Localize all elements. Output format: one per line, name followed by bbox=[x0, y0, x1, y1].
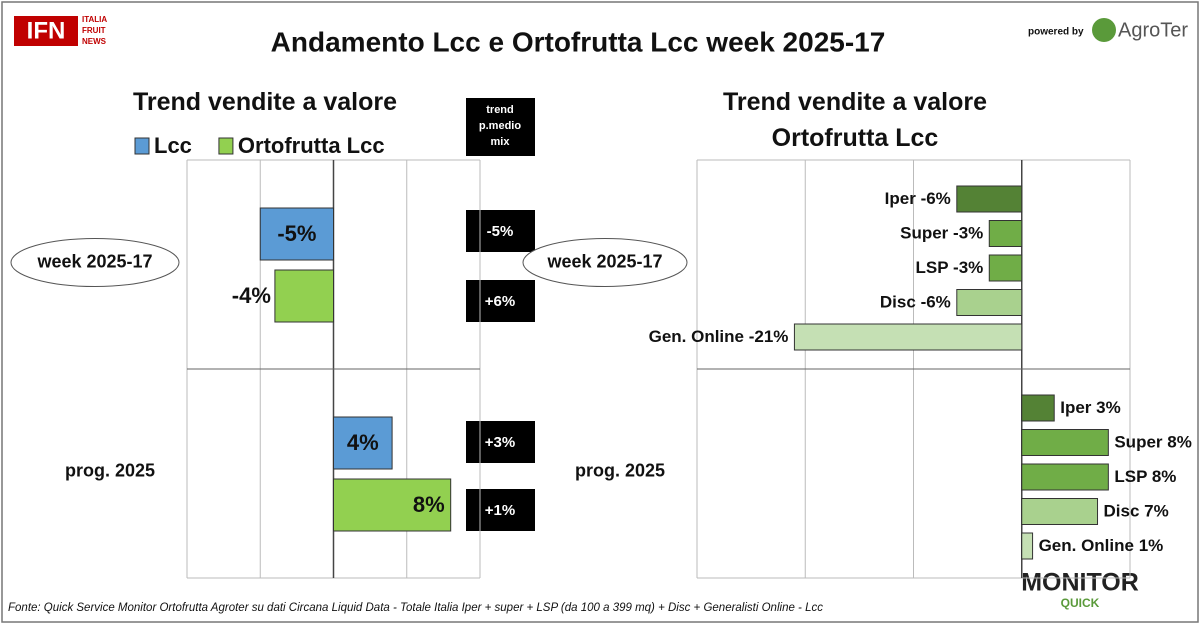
value-label: -4% bbox=[232, 283, 271, 308]
value-text: -3% bbox=[953, 224, 983, 243]
series-name: Disc bbox=[1104, 502, 1140, 521]
trend-box bbox=[466, 421, 535, 463]
series-name: Super bbox=[1114, 433, 1163, 452]
trend-header-box bbox=[466, 98, 535, 156]
category-ellipse bbox=[522, 238, 688, 287]
value-text: 7% bbox=[1144, 502, 1169, 521]
bar bbox=[956, 289, 1023, 316]
value-label: Super -3% bbox=[900, 224, 983, 243]
trend-box bbox=[466, 280, 535, 322]
series-name: Disc bbox=[880, 293, 916, 312]
legend-swatch bbox=[218, 137, 234, 155]
legend-label: Ortofrutta Lcc bbox=[238, 133, 385, 158]
series-name: LSP bbox=[916, 258, 949, 277]
value-label: 4% bbox=[347, 430, 379, 455]
value-label: -5% bbox=[277, 221, 316, 246]
bar bbox=[793, 323, 1023, 351]
value-label: 8% bbox=[413, 492, 445, 517]
value-text: -6% bbox=[921, 189, 951, 208]
value-text: -21% bbox=[749, 327, 789, 346]
series-name: Iper bbox=[885, 189, 917, 208]
bar bbox=[1021, 532, 1034, 560]
value-text: -6% bbox=[921, 293, 951, 312]
page-title: Andamento Lcc e Ortofrutta Lcc week 2025… bbox=[271, 26, 886, 57]
trend-value: -5% bbox=[487, 223, 514, 240]
series-name: LSP bbox=[1114, 467, 1147, 486]
ifn-logo-text: IFN bbox=[27, 17, 66, 44]
bar bbox=[333, 478, 452, 532]
value-label: Iper -6% bbox=[885, 189, 951, 208]
bar bbox=[274, 269, 334, 323]
value-label: Disc -6% bbox=[880, 293, 951, 312]
category-label: week 2025-17 bbox=[546, 251, 662, 271]
legend-label: Lcc bbox=[154, 133, 192, 158]
trend-box bbox=[466, 489, 535, 531]
value-text: 3% bbox=[1096, 398, 1121, 417]
trend-value: +1% bbox=[485, 502, 515, 519]
bar bbox=[988, 254, 1023, 282]
value-text: 8% bbox=[1152, 467, 1177, 486]
bar bbox=[1021, 463, 1109, 491]
value-label: Iper 3% bbox=[1060, 398, 1121, 417]
agroter-icon bbox=[1092, 18, 1116, 42]
series-name: Gen. Online bbox=[1039, 536, 1134, 555]
value-label: Disc 7% bbox=[1104, 502, 1169, 521]
value-text: -3% bbox=[953, 258, 983, 277]
category-ellipse bbox=[10, 238, 180, 287]
category-label: prog. 2025 bbox=[575, 460, 665, 480]
legend-swatch bbox=[134, 137, 150, 155]
ifn-sub: FRUIT bbox=[82, 26, 106, 35]
series-name: Gen. Online bbox=[649, 327, 744, 346]
series-name: Iper bbox=[1060, 398, 1092, 417]
bar bbox=[956, 185, 1023, 213]
category-label: week 2025-17 bbox=[36, 251, 152, 271]
bar bbox=[1021, 394, 1055, 422]
bar bbox=[988, 220, 1023, 247]
ifn-logo bbox=[14, 16, 78, 46]
trend-box bbox=[466, 210, 535, 252]
chart-title: Trend vendite a valore bbox=[133, 88, 397, 116]
value-label: Super 8% bbox=[1114, 433, 1192, 452]
trend-header: trend p.medio mix bbox=[479, 104, 521, 148]
monitor-logo: MONITOR bbox=[1021, 569, 1139, 597]
footnote: Fonte: Quick Service Monitor Ortofrutta … bbox=[8, 602, 823, 614]
bar bbox=[1021, 498, 1099, 525]
bar bbox=[1021, 429, 1109, 456]
value-label: Gen. Online -21% bbox=[649, 327, 789, 346]
bar bbox=[333, 416, 393, 470]
trend-value: +6% bbox=[485, 293, 515, 310]
quick-logo: QUICK bbox=[1061, 596, 1100, 610]
chart-title: Trend vendite a valore Ortofrutta Lcc bbox=[723, 88, 987, 152]
value-text: 8% bbox=[1167, 433, 1192, 452]
value-label: LSP -3% bbox=[916, 258, 984, 277]
bar bbox=[259, 207, 334, 261]
value-label: LSP 8% bbox=[1114, 467, 1176, 486]
value-text: 1% bbox=[1139, 536, 1164, 555]
powered-by: powered by bbox=[1028, 27, 1084, 38]
agroter-logo: AgroTer bbox=[1118, 19, 1188, 41]
ifn-sub: ITALIA bbox=[82, 15, 107, 24]
trend-value: +3% bbox=[485, 434, 515, 451]
category-label: prog. 2025 bbox=[65, 460, 155, 480]
ifn-sub: NEWS bbox=[82, 37, 107, 46]
series-name: Super bbox=[900, 224, 949, 243]
value-label: Gen. Online 1% bbox=[1039, 536, 1164, 555]
